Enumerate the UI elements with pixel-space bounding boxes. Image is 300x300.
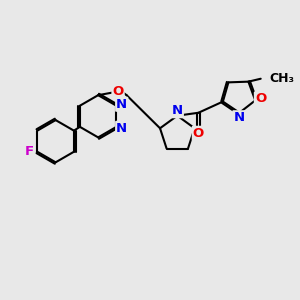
Text: N: N [233, 111, 244, 124]
Text: O: O [112, 85, 124, 98]
Text: O: O [255, 92, 266, 106]
Text: N: N [172, 104, 183, 117]
Text: O: O [193, 127, 204, 140]
Text: N: N [116, 122, 127, 135]
Text: F: F [25, 145, 34, 158]
Text: N: N [116, 98, 127, 111]
Text: CH₃: CH₃ [269, 72, 294, 85]
